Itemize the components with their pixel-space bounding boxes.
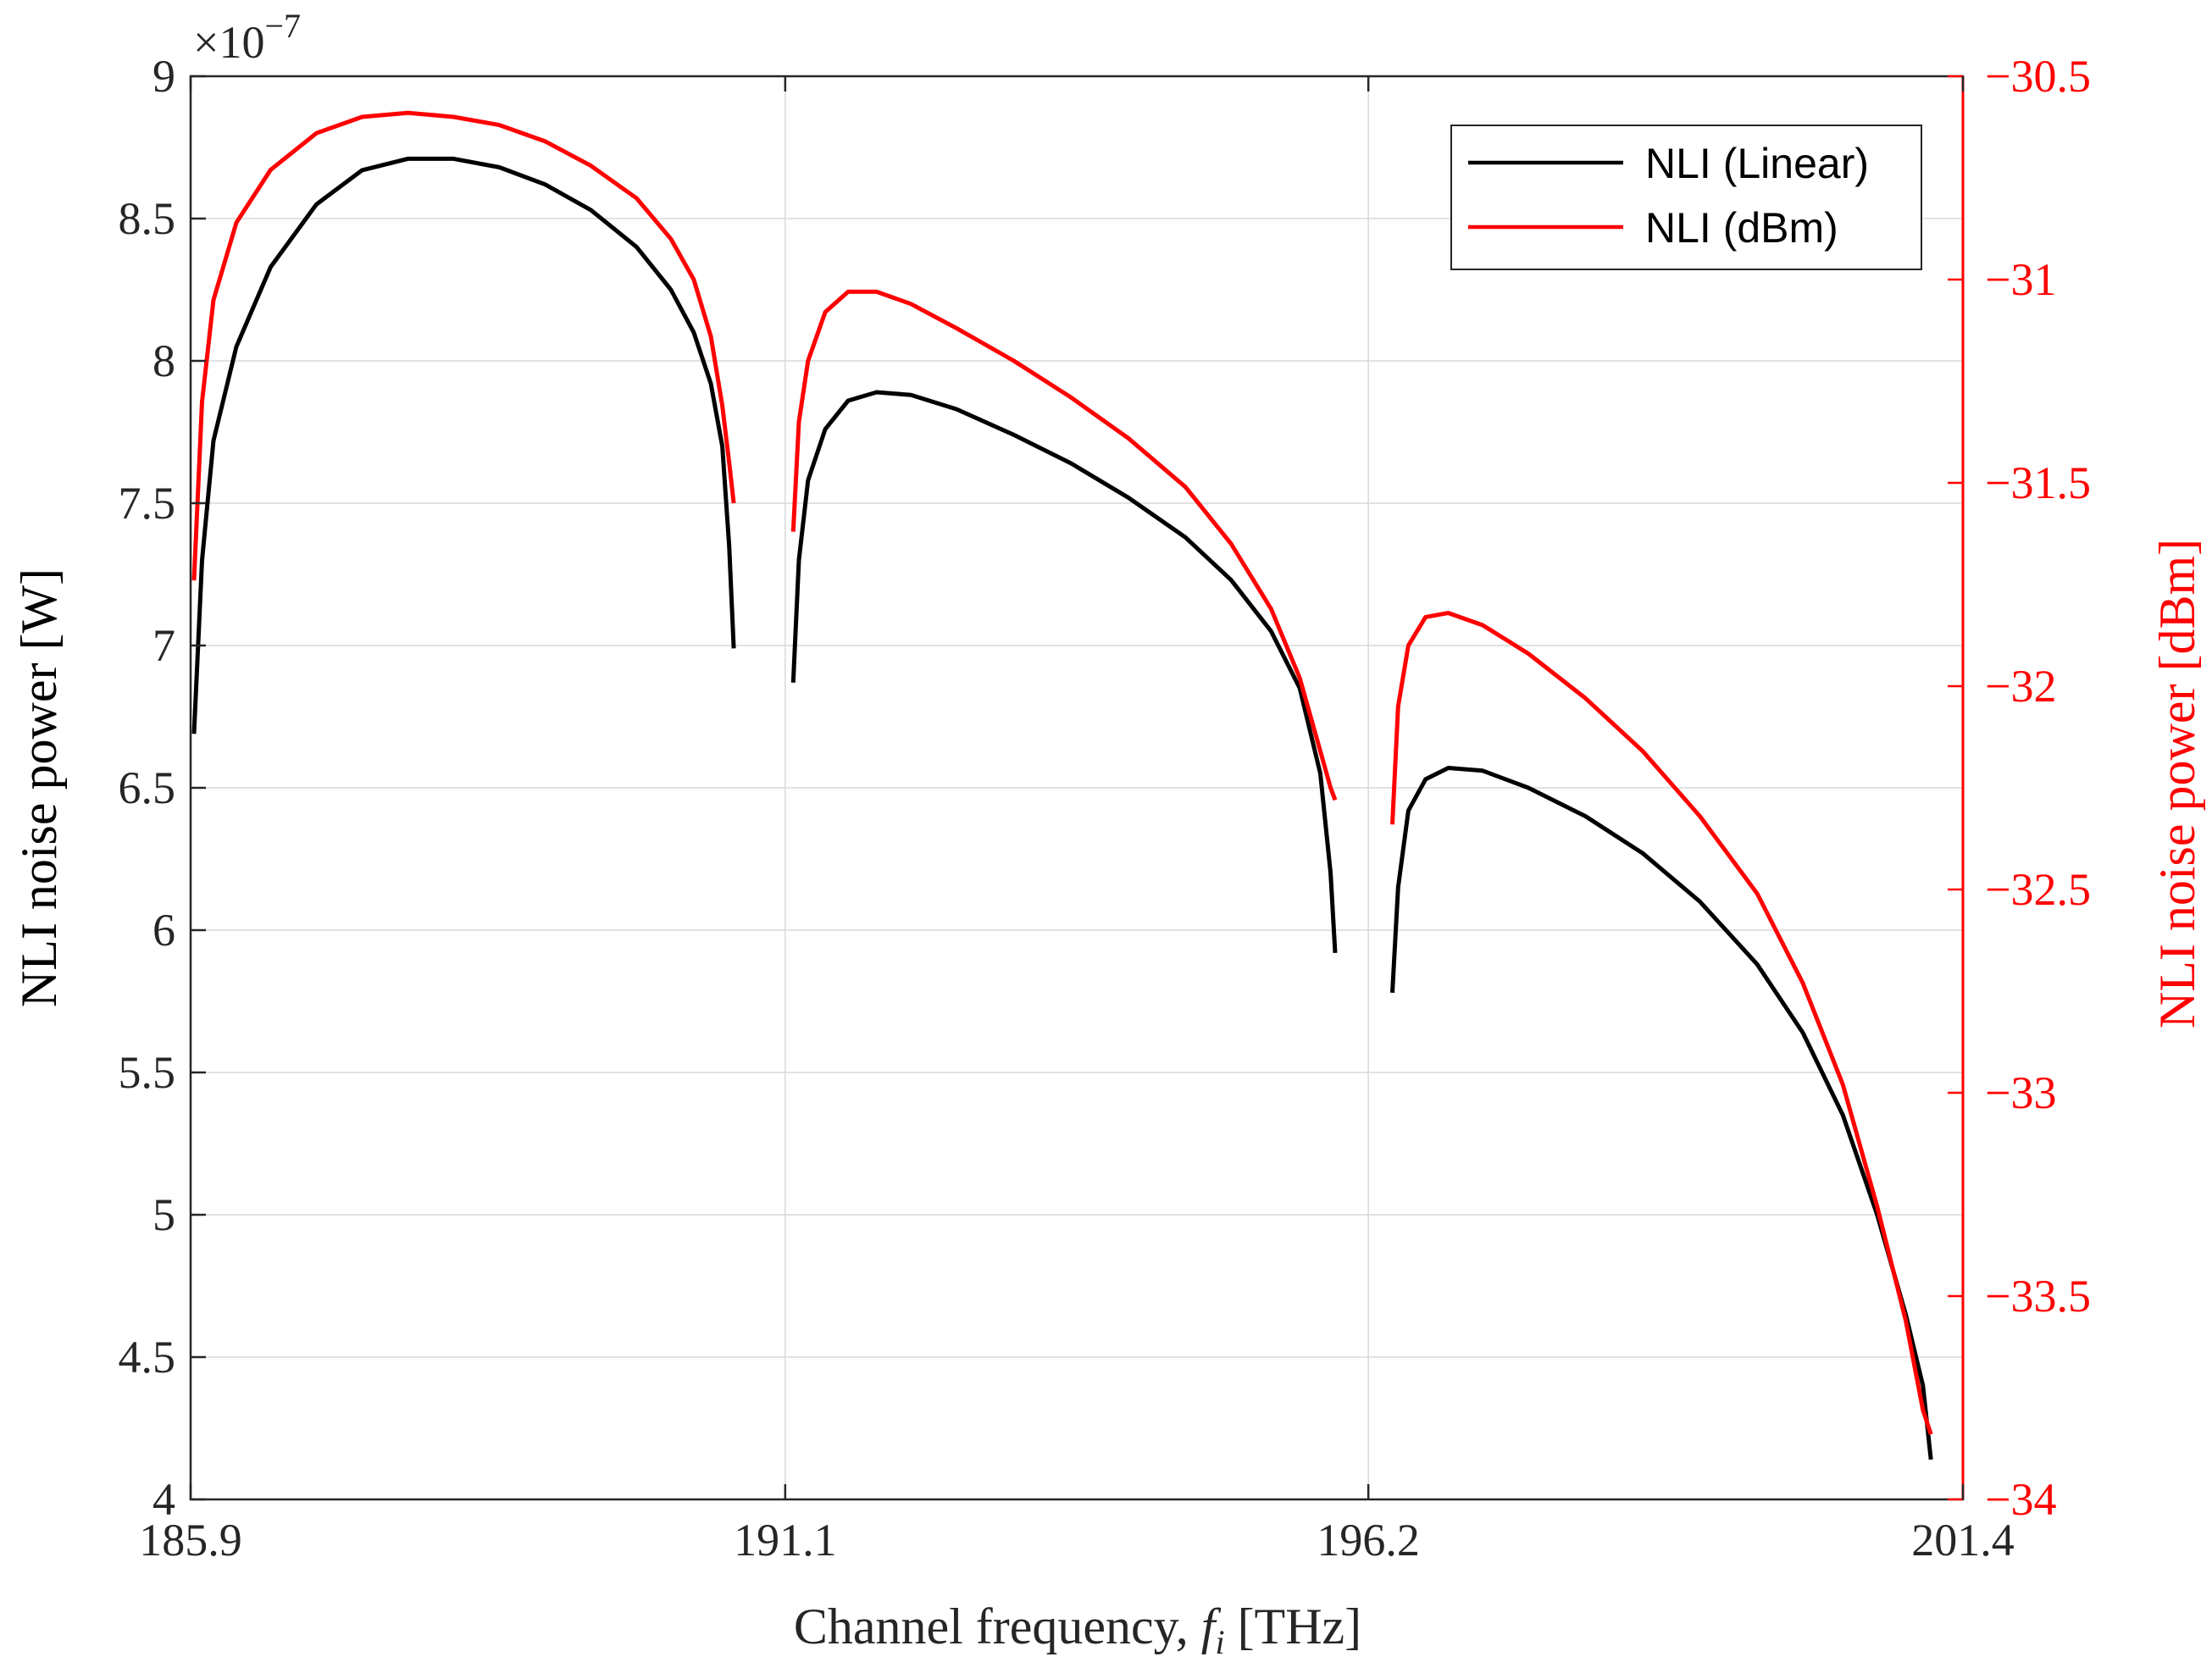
right-axis: −34 −33.5 −33 −32.5 −32 −31.5 −31 −30.5 — [1948, 51, 2091, 1525]
nli-dbm-line-segment-2 — [790, 289, 1338, 801]
nli-dbm-line-segment-3 — [1390, 611, 1933, 1435]
nli-linear-line-segment-2 — [790, 390, 1338, 954]
x-tick-label: 191.1 — [734, 1515, 837, 1565]
y-left-tick-label: 5 — [152, 1189, 175, 1240]
y-right-tick-label: −34 — [1985, 1474, 2056, 1525]
y-right-tick-label: −32.5 — [1985, 864, 2091, 915]
y-left-tick-label: 8.5 — [119, 193, 176, 244]
y-left-tick-label: 8 — [152, 335, 175, 386]
y-left-tick-label: 4 — [152, 1474, 175, 1525]
y-right-tick-label: −31 — [1985, 254, 2056, 305]
y-right-tick-label: −31.5 — [1985, 457, 2091, 508]
legend-box — [1450, 125, 1922, 270]
y-left-tick-label: 5.5 — [119, 1047, 176, 1098]
y-left-axis-title: NLI noise power [W] — [11, 568, 67, 1007]
y-left-exponent: ×10−7 — [193, 7, 301, 68]
nli-dbm-line-segment-1 — [191, 110, 736, 581]
left-axis: 4 4.5 5 5.5 6 6.5 7 7.5 8 8.5 9 — [119, 51, 206, 1525]
y-left-tick-label: 9 — [152, 51, 175, 102]
x-tick-label: 201.4 — [1911, 1515, 2015, 1565]
y-right-tick-label: −33 — [1985, 1067, 2056, 1118]
x-tick-label: 196.2 — [1317, 1515, 1420, 1565]
x-tick-label: 185.9 — [139, 1515, 242, 1565]
legend: NLI (Linear) NLI (dBm) — [1450, 125, 1922, 270]
y-left-tick-label: 4.5 — [119, 1332, 176, 1383]
legend-label-linear: NLI (Linear) — [1645, 140, 1869, 187]
y-left-tick-label: 6 — [152, 905, 175, 956]
y-right-tick-label: −33.5 — [1985, 1271, 2091, 1322]
y-right-axis-title: NLI noise power [dBm] — [2149, 539, 2205, 1028]
legend-label-dbm: NLI (dBm) — [1645, 204, 1838, 252]
y-left-tick-label: 7.5 — [119, 478, 176, 529]
nli-linear-line-segment-1 — [191, 156, 736, 734]
y-right-tick-label: −32 — [1985, 661, 2056, 712]
x-axis-title: Channel frequency, fi [THz] — [794, 1599, 1361, 1661]
y-left-tick-label: 6.5 — [119, 762, 176, 813]
y-right-tick-label: −30.5 — [1985, 51, 2091, 102]
y-left-tick-label: 7 — [152, 620, 175, 671]
bottom-axis: 185.9 191.1 196.2 201.4 — [139, 76, 2015, 1565]
series-layer — [191, 110, 1933, 1460]
